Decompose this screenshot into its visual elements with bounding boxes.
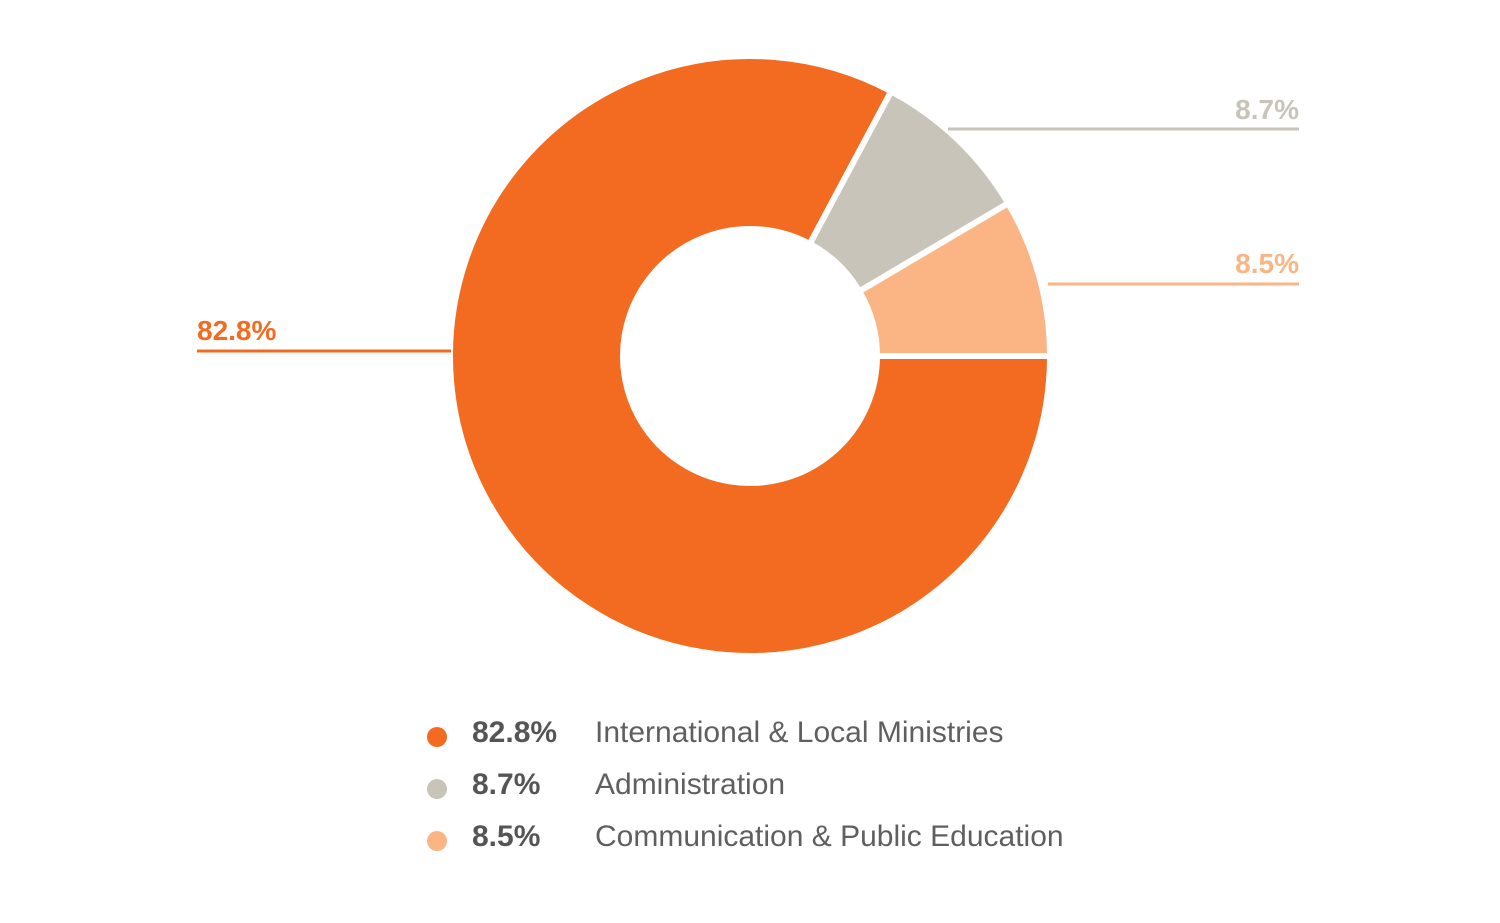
donut-slice-communication-public-education — [855, 199, 1054, 359]
legend-item-international-local-ministries: 82.8% International & Local Ministries — [420, 712, 1120, 764]
legend-label-communication-public-education: Communication & Public Education — [595, 820, 1064, 853]
donut-slice-administration — [805, 87, 1013, 296]
data-label-international-local-ministries: 82.8% — [197, 315, 276, 346]
legend-swatch-communication-public-education — [427, 831, 447, 851]
legend-label-international-local-ministries: International & Local Ministries — [595, 716, 1004, 749]
data-label-administration: 8.7% — [1235, 94, 1299, 125]
legend-swatch-international-local-ministries — [427, 727, 447, 747]
donut-slice-international-local-ministries — [447, 53, 1054, 659]
legend-item-communication-public-education: 8.5% Communication & Public Education — [420, 816, 1120, 868]
legend: 82.8% International & Local Ministries 8… — [420, 712, 1120, 868]
legend-value-communication-public-education: 8.5% — [472, 820, 541, 853]
legend-value-administration: 8.7% — [472, 768, 541, 801]
legend-label-administration: Administration — [595, 768, 786, 801]
legend-item-administration: 8.7% Administration — [420, 764, 1120, 816]
data-label-communication-public-education: 8.5% — [1235, 248, 1299, 279]
legend-value-international-local-ministries: 82.8% — [472, 716, 558, 749]
legend-swatch-administration — [427, 779, 447, 799]
